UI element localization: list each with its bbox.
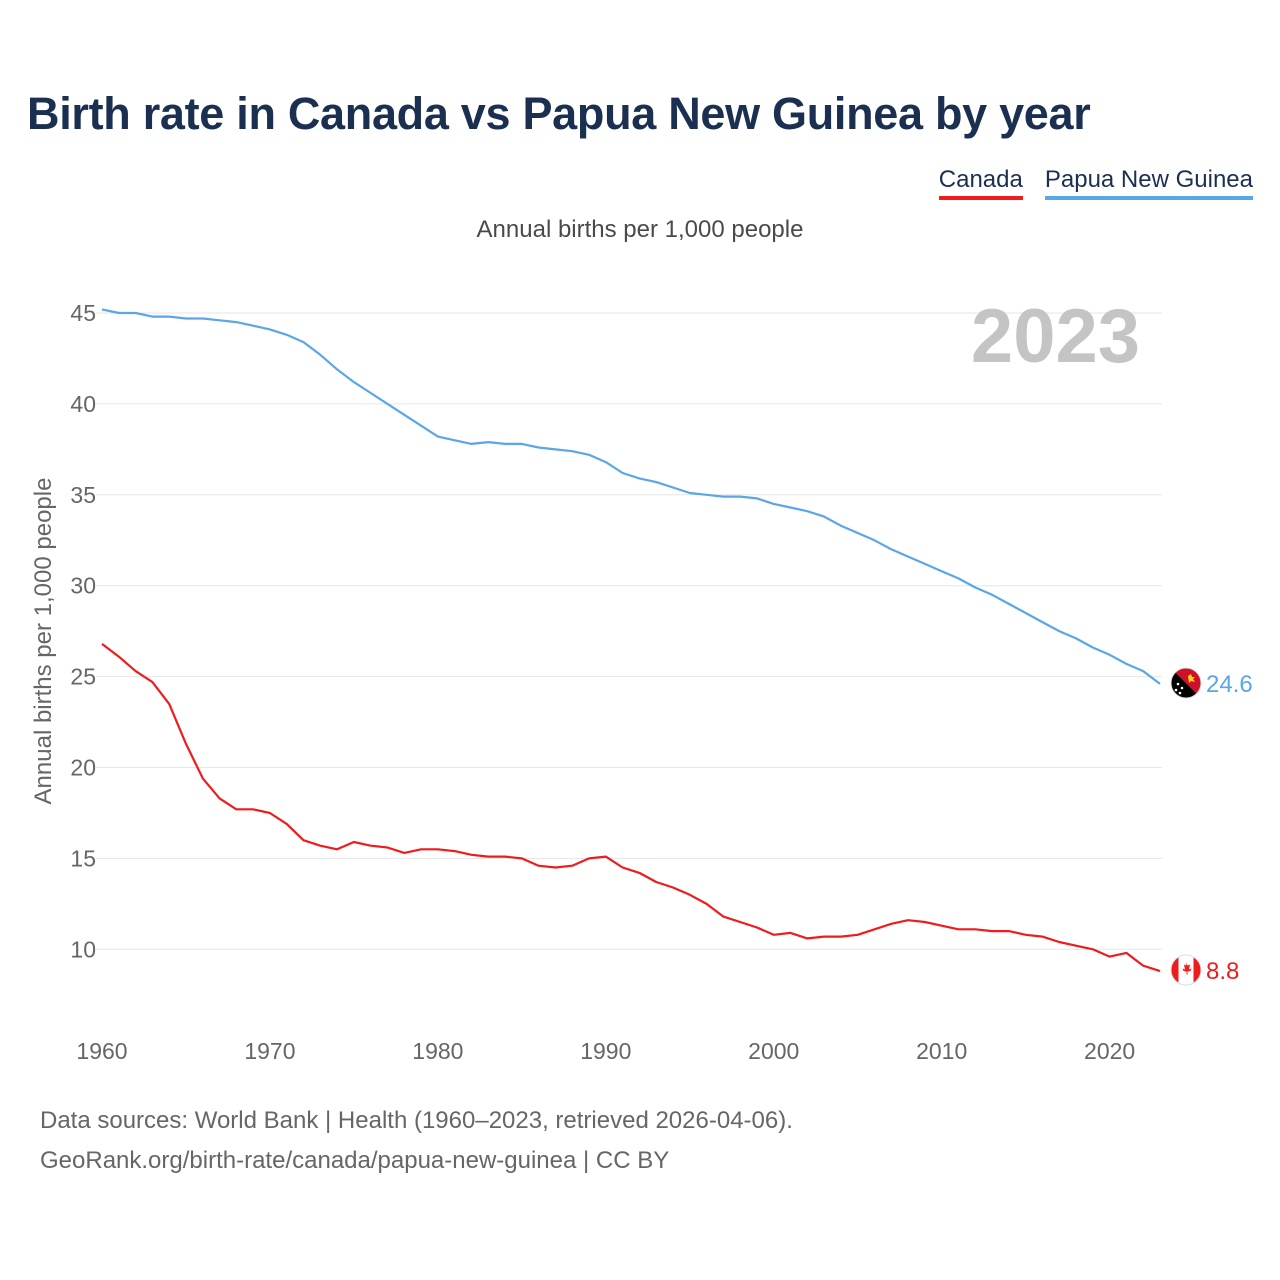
legend: Canada Papua New Guinea [938, 166, 1253, 200]
series-line-canada[interactable] [101, 643, 1161, 973]
source-line: Data sources: World Bank | Health (1960–… [40, 1107, 793, 1134]
y-tick-label: 40 [70, 391, 96, 417]
y-tick-label: 45 [70, 300, 96, 326]
x-tick-label: 2010 [916, 1038, 967, 1064]
end-value-label-papua-new-guinea: 24.6 [1206, 671, 1253, 698]
end-value-label-canada: 8.8 [1206, 958, 1239, 985]
y-tick-label: 30 [70, 573, 96, 599]
y-tick-label: 20 [70, 755, 96, 781]
y-axis-label: Annual births per 1,000 people [30, 478, 57, 805]
legend-item-canada[interactable]: Canada [938, 166, 1023, 200]
x-tick-label: 1970 [244, 1038, 295, 1064]
x-tick-label: 1960 [76, 1038, 127, 1064]
series-line-papua-new-guinea[interactable] [101, 308, 1161, 685]
canada-flag-icon [1171, 955, 1201, 985]
chart-subtitle: Annual births per 1,000 people [476, 216, 804, 243]
y-tick-label: 15 [70, 845, 96, 871]
x-tick-label: 1980 [412, 1038, 463, 1064]
y-tick-label: 10 [70, 936, 96, 962]
y-tick-label: 25 [70, 664, 96, 690]
source-link[interactable]: GeoRank.org/birth-rate/canada/papua-new-… [40, 1147, 670, 1174]
x-tick-label: 1990 [580, 1038, 631, 1064]
x-tick-label: 2000 [748, 1038, 799, 1064]
y-tick-label: 35 [70, 482, 96, 508]
x-tick-label: 2020 [1084, 1038, 1135, 1064]
papua-new-guinea-flag-icon [1171, 668, 1201, 698]
legend-item-papua-new-guinea[interactable]: Papua New Guinea [1044, 166, 1253, 200]
chart-title: Birth rate in Canada vs Papua New Guinea… [27, 88, 1091, 139]
year-watermark: 2023 [971, 294, 1140, 379]
